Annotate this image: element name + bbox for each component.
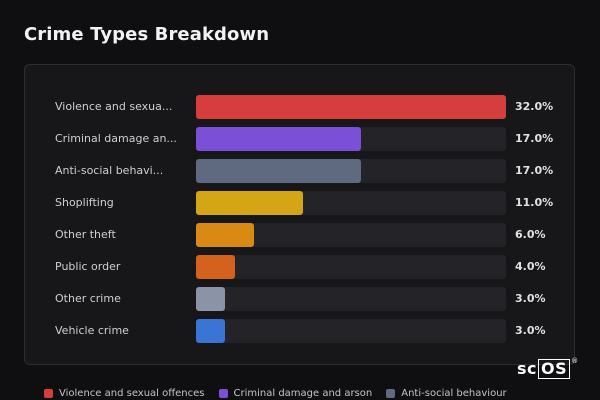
category-label: Public order bbox=[55, 260, 121, 273]
chart-panel: Violence and sexua... 32.0% Criminal damag… bbox=[24, 64, 575, 365]
logo-boxed-text: OS bbox=[538, 359, 571, 379]
legend-label: Violence and sexual offences bbox=[59, 387, 205, 399]
value-label: 3.0% bbox=[515, 324, 546, 337]
chart-legend: Violence and sexual offences Criminal dam… bbox=[44, 386, 507, 400]
bar[interactable] bbox=[196, 319, 226, 343]
bar-row: Criminal damage an... 17.0% bbox=[25, 127, 574, 151]
bar[interactable] bbox=[196, 255, 235, 279]
bar[interactable] bbox=[196, 191, 303, 215]
bar-track bbox=[196, 255, 506, 279]
bar-row: Vehicle crime 3.0% bbox=[25, 319, 574, 343]
bar-track bbox=[196, 127, 506, 151]
bar[interactable] bbox=[196, 159, 361, 183]
bar-row: Shoplifting 11.0% bbox=[25, 191, 574, 215]
legend-item[interactable]: Criminal damage and arson bbox=[218, 386, 373, 400]
chart-title: Crime Types Breakdown bbox=[24, 24, 270, 45]
legend-swatch bbox=[218, 388, 228, 398]
value-label: 3.0% bbox=[515, 292, 546, 305]
legend-item[interactable]: Anti-social behaviour bbox=[386, 386, 507, 400]
bar-row: Other theft 6.0% bbox=[25, 223, 574, 247]
category-label: Other theft bbox=[55, 228, 116, 241]
category-label: Violence and sexua... bbox=[55, 100, 173, 113]
bar[interactable] bbox=[196, 95, 506, 119]
bar-row: Violence and sexua... 32.0% bbox=[25, 95, 574, 119]
bar-track bbox=[196, 95, 506, 119]
category-label: Shoplifting bbox=[55, 196, 114, 209]
legend-swatch bbox=[386, 388, 396, 398]
category-label: Anti-social behavi... bbox=[55, 164, 164, 177]
bar-row: Anti-social behavi... 17.0% bbox=[25, 159, 574, 183]
category-label: Other crime bbox=[55, 292, 121, 305]
legend-swatch bbox=[44, 388, 53, 398]
bar-track bbox=[196, 223, 506, 247]
value-label: 17.0% bbox=[515, 132, 554, 145]
bar[interactable] bbox=[196, 287, 226, 311]
bar[interactable] bbox=[196, 223, 255, 247]
logo-text: sc bbox=[517, 359, 538, 378]
value-label: 32.0% bbox=[515, 100, 554, 113]
bar-track bbox=[196, 159, 506, 183]
value-label: 4.0% bbox=[515, 260, 546, 273]
brand-logo: sc OS ® bbox=[517, 357, 579, 379]
value-label: 11.0% bbox=[515, 196, 554, 209]
bar-track bbox=[196, 191, 506, 215]
registered-mark: ® bbox=[571, 357, 579, 365]
bar-row: Other crime 3.0% bbox=[25, 287, 574, 311]
bar-track bbox=[196, 287, 506, 311]
value-label: 17.0% bbox=[515, 164, 554, 177]
category-label: Vehicle crime bbox=[55, 324, 129, 337]
legend-label: Anti-social behaviour bbox=[401, 387, 507, 399]
legend-item[interactable]: Violence and sexual offences bbox=[44, 386, 205, 400]
value-label: 6.0% bbox=[515, 228, 546, 241]
bar-track bbox=[196, 319, 506, 343]
legend-label: Criminal damage and arson bbox=[233, 387, 373, 399]
category-label: Criminal damage an... bbox=[55, 132, 177, 145]
bar[interactable] bbox=[196, 127, 361, 151]
bar-row: Public order 4.0% bbox=[25, 255, 574, 279]
